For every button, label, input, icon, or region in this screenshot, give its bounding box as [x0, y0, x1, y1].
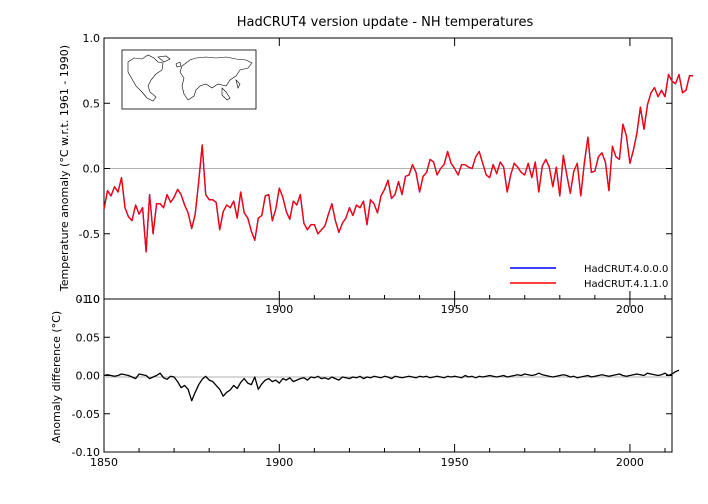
bottom-panel: -0.10-0.050.000.050.10 1850 1900 1950 2000 …	[50, 293, 680, 469]
northern-hemisphere-map-icon	[121, 49, 257, 110]
bottom-y-tick-label: -0.05	[72, 408, 100, 421]
top-x-ticks: 1900 1950 2000	[265, 38, 666, 316]
legend: HadCRUT.4.0.0.0 HadCRUT.4.1.1.0	[510, 264, 668, 290]
legend-label-hadcrut-4-1-1-0: HadCRUT.4.1.1.0	[584, 279, 668, 290]
top-y-tick-label: -1.0	[79, 293, 100, 306]
top-panel: -1.0 -0.5 0.0 0.5 1.0 1900 1950 2000 Temperatu…	[58, 32, 693, 316]
top-x-tick-label: 1950	[441, 303, 469, 316]
top-y-axis-title: Temperature anomaly (°C w.r.t. 1961 - 19…	[58, 45, 71, 292]
bottom-x-ticks: 1850 1900 1950 2000	[90, 299, 666, 469]
legend-label-hadcrut-4-0-0-0: HadCRUT.4.0.0.0	[584, 264, 668, 275]
bottom-x-tick-label: 1900	[265, 456, 293, 469]
top-x-tick-label: 1900	[265, 303, 293, 316]
top-series-lines	[103, 73, 693, 253]
bottom-series-lines	[103, 369, 680, 402]
bottom-x-tick-label: 1850	[90, 456, 118, 469]
bottom-y-tick-label: 0.00	[76, 370, 101, 383]
top-y-tick-label: 0.5	[83, 97, 101, 110]
bottom-y-tick-label: 0.05	[76, 331, 101, 344]
top-y-tick-label: -0.5	[79, 228, 100, 241]
bottom-y-tick-label: -0.10	[72, 446, 100, 459]
top-x-tick-label: 2000	[616, 303, 644, 316]
bottom-x-tick-label: 2000	[616, 456, 644, 469]
top-y-tick-label: 0.0	[83, 163, 101, 176]
top-series-line-2	[103, 73, 693, 253]
top-y-tick-label: 1.0	[83, 32, 101, 45]
bottom-x-tick-label: 1950	[441, 456, 469, 469]
chart-title: HadCRUT4 version update - NH temperature…	[237, 15, 534, 30]
top-y-ticks: -1.0 -0.5 0.0 0.5 1.0	[79, 32, 672, 306]
bottom-y-axis-title: Anomaly difference (°C)	[50, 311, 63, 443]
bottom-y-tick-label: 0.10	[76, 293, 101, 306]
bottom-series-line-1	[103, 369, 680, 402]
